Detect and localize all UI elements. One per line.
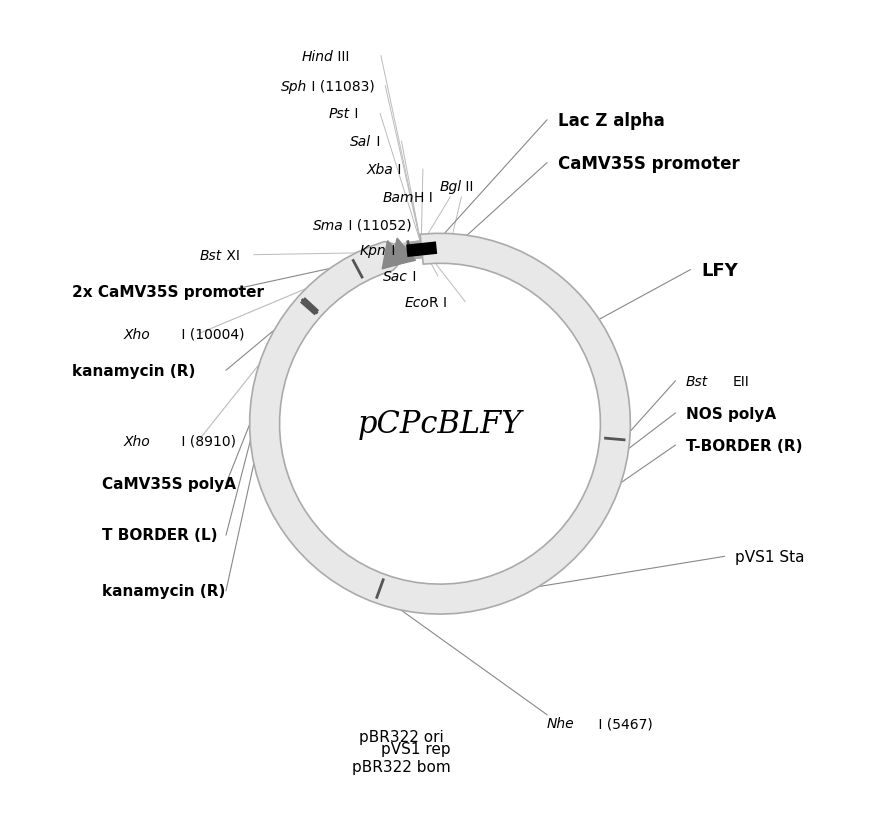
Text: I (8910): I (8910) xyxy=(177,434,236,448)
Polygon shape xyxy=(250,234,630,614)
Text: pCPcBLFY: pCPcBLFY xyxy=(358,409,522,440)
Text: Sal: Sal xyxy=(350,135,371,149)
Text: pVS1 Sta: pVS1 Sta xyxy=(736,549,805,564)
Text: R I: R I xyxy=(429,295,447,309)
Text: Xho: Xho xyxy=(123,434,150,448)
Text: Lac Z alpha: Lac Z alpha xyxy=(558,112,664,130)
Text: II: II xyxy=(461,179,473,194)
Text: CaMV35S polyA: CaMV35S polyA xyxy=(102,476,236,491)
Text: I: I xyxy=(393,163,401,177)
Text: 2x CaMV35S promoter: 2x CaMV35S promoter xyxy=(72,284,264,299)
Text: kanamycin (R): kanamycin (R) xyxy=(72,363,195,378)
Text: Bgl: Bgl xyxy=(439,179,461,194)
Text: I: I xyxy=(408,270,416,284)
Text: I: I xyxy=(371,135,380,149)
Polygon shape xyxy=(253,420,275,446)
Text: LFY: LFY xyxy=(701,261,737,280)
Text: I: I xyxy=(386,244,395,258)
Text: XI: XI xyxy=(222,248,239,262)
Text: Xho: Xho xyxy=(123,327,150,342)
Text: I (11052): I (11052) xyxy=(344,218,411,232)
Text: I: I xyxy=(350,108,358,122)
Text: I (11083): I (11083) xyxy=(307,79,375,93)
Polygon shape xyxy=(318,273,345,299)
Text: Sph: Sph xyxy=(281,79,307,93)
Text: I (5467): I (5467) xyxy=(594,716,653,730)
Text: NOS polyA: NOS polyA xyxy=(686,406,776,421)
Text: CaMV35S promoter: CaMV35S promoter xyxy=(558,155,739,173)
Text: kanamycin (R): kanamycin (R) xyxy=(102,583,225,599)
Polygon shape xyxy=(382,241,407,270)
Polygon shape xyxy=(367,251,395,274)
Text: pVS1 rep: pVS1 rep xyxy=(381,742,451,757)
Text: III: III xyxy=(333,50,349,64)
Polygon shape xyxy=(570,306,596,333)
Text: Kpn: Kpn xyxy=(360,244,386,258)
Text: Bst: Bst xyxy=(200,248,222,262)
Text: H I: H I xyxy=(414,191,433,204)
Text: Nhe: Nhe xyxy=(547,716,575,730)
Text: Xba: Xba xyxy=(366,163,393,177)
Text: Pst: Pst xyxy=(329,108,350,122)
Text: I (10004): I (10004) xyxy=(177,327,245,342)
Text: pBR322 ori: pBR322 ori xyxy=(359,729,444,743)
Text: Eco: Eco xyxy=(405,295,429,309)
Text: T BORDER (L): T BORDER (L) xyxy=(102,528,217,543)
Text: Bam: Bam xyxy=(383,191,414,204)
Text: T-BORDER (R): T-BORDER (R) xyxy=(686,438,803,453)
Text: Hind: Hind xyxy=(301,50,333,64)
Text: Sac: Sac xyxy=(383,270,408,284)
Text: Sma: Sma xyxy=(313,218,344,232)
Text: EII: EII xyxy=(733,375,750,389)
Polygon shape xyxy=(391,239,415,267)
Text: Bst: Bst xyxy=(686,375,708,389)
Text: pBR322 bom: pBR322 bom xyxy=(352,758,451,773)
